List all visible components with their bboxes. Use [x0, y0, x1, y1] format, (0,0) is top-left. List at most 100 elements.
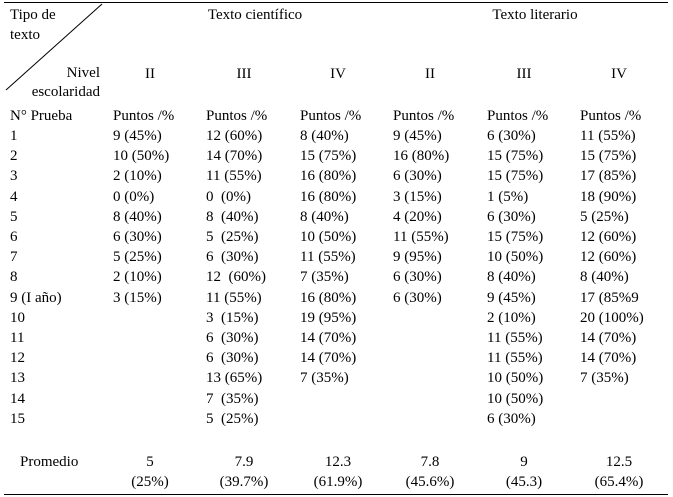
corner-top-label: Tipo de texto	[10, 7, 56, 43]
score-cell: 5 (25%)	[580, 208, 629, 225]
prueba-number-cell: 2	[10, 148, 18, 165]
score-cell: 8 (40%)	[113, 208, 162, 225]
score-cell: 5 (25%)	[206, 229, 259, 245]
score-cell: 12 (60%)	[580, 249, 637, 266]
score-cell: 16 (80%)	[300, 168, 357, 185]
promedio-value: 7.8	[420, 454, 440, 470]
score-cell: 7 (35%)	[206, 390, 259, 407]
score-cell: 8 (40%)	[580, 269, 629, 286]
score-cell: 5 (25%)	[206, 410, 259, 427]
score-cell: 11 (55%)	[206, 168, 262, 185]
level-header: II	[145, 66, 155, 82]
corner-diagonal-line	[5, 3, 103, 91]
score-cell: 10 (50%)	[487, 390, 544, 407]
promedio-percent: (39.7%)	[219, 474, 269, 490]
promedio-percent: (65.4%)	[594, 474, 644, 490]
level-header: IV	[330, 66, 346, 82]
promedio-percent: (45.6%)	[405, 474, 455, 490]
score-cell: 16 (80%)	[300, 188, 357, 205]
promedio-value: 7.9	[234, 454, 254, 470]
score-cell: 8 (40%)	[300, 128, 349, 144]
score-cell: 6 (30%)	[487, 128, 536, 144]
score-cell: 15 (75%)	[487, 168, 544, 185]
table-top-rule	[4, 2, 668, 3]
promedio-percent: (61.9%)	[313, 474, 363, 490]
prueba-number-cell: 8	[10, 269, 18, 286]
score-cell: 0 (0%)	[206, 188, 251, 205]
score-cell: 14 (70%)	[300, 330, 357, 346]
score-cell: 15 (75%)	[487, 148, 544, 165]
prueba-number-cell: 11	[10, 330, 25, 346]
promedio-percent: (25%)	[131, 474, 169, 490]
score-cell: 8 (40%)	[300, 208, 349, 225]
score-cell: 4 (20%)	[393, 208, 442, 225]
score-cell: 2 (10%)	[487, 309, 536, 326]
prueba-number-cell: 7	[10, 249, 18, 266]
score-cell: 9 (45%)	[113, 128, 162, 144]
score-cell: 10 (50%)	[487, 249, 544, 266]
prueba-number-cell: 15	[10, 410, 25, 427]
score-cell: 9 (95%)	[393, 249, 442, 266]
promedio-value: 12.3	[324, 454, 352, 470]
score-cell: 11 (55%)	[393, 229, 449, 245]
score-cell: 9 (45%)	[393, 128, 442, 144]
puntos-column-header: Puntos /%	[580, 108, 642, 124]
score-cell: 17 (85%9	[580, 289, 639, 306]
puntos-column-header: Puntos /%	[206, 108, 268, 124]
table-bottom-rule	[4, 494, 668, 495]
score-cell: 7 (35%)	[300, 269, 349, 286]
score-cell: 6 (30%)	[487, 208, 536, 225]
score-cell: 14 (70%)	[206, 148, 263, 165]
score-cell: 6 (30%)	[206, 330, 259, 346]
prueba-number-cell: 14	[10, 390, 25, 407]
prueba-column-header: N° Prueba	[10, 108, 73, 124]
score-cell: 11 (55%)	[300, 249, 356, 266]
group-header-literario: Texto literario	[492, 7, 578, 23]
score-cell: 7 (35%)	[300, 370, 349, 387]
score-cell: 2 (10%)	[113, 269, 162, 286]
prueba-number-cell: 1	[10, 128, 18, 144]
level-header: II	[425, 66, 435, 82]
prueba-number-cell: 12	[10, 350, 25, 367]
level-header: III	[236, 66, 252, 82]
score-cell: 6 (30%)	[393, 269, 442, 286]
score-cell: 0 (0%)	[113, 188, 155, 205]
prueba-number-cell: 4	[10, 188, 18, 205]
score-cell: 15 (75%)	[580, 148, 637, 165]
prueba-number-cell: 5	[10, 208, 18, 225]
score-cell: 11 (55%)	[206, 289, 262, 306]
score-cell: 12 (60%)	[580, 229, 637, 245]
score-cell: 3 (15%)	[113, 289, 162, 306]
score-cell: 5 (25%)	[113, 249, 162, 266]
score-cell: 14 (70%)	[300, 350, 357, 367]
prueba-number-cell: 6	[10, 229, 18, 245]
promedio-value: 9	[520, 454, 528, 470]
score-cell: 6 (30%)	[113, 229, 162, 245]
prueba-number-cell: 3	[10, 168, 18, 185]
score-cell: 16 (80%)	[300, 289, 357, 306]
score-cell: 13 (65%)	[206, 370, 263, 387]
score-cell: 3 (15%)	[206, 309, 259, 326]
promedio-percent: (45.3)	[505, 474, 543, 490]
score-cell: 10 (50%)	[487, 370, 544, 387]
score-cell: 15 (75%)	[300, 148, 357, 165]
score-cell: 15 (75%)	[487, 229, 544, 245]
score-cell: 6 (30%)	[487, 410, 536, 427]
score-cell: 11 (55%)	[487, 330, 543, 346]
prueba-number-cell: 9 (I año)	[10, 289, 62, 306]
score-cell: 11 (55%)	[580, 128, 636, 144]
score-cell: 10 (50%)	[300, 229, 357, 245]
score-cell: 14 (70%)	[580, 330, 637, 346]
score-cell: 3 (15%)	[393, 188, 442, 205]
promedio-value: 5	[146, 454, 154, 470]
prueba-number-cell: 13	[10, 370, 25, 387]
score-cell: 10 (50%)	[113, 148, 170, 165]
puntos-column-header: Puntos /%	[113, 108, 175, 124]
score-cell: 12 (60%)	[206, 269, 266, 286]
level-header: IV	[611, 66, 627, 82]
score-cell: 12 (60%)	[206, 128, 263, 144]
promedio-value: 12.5	[605, 454, 633, 470]
puntos-column-header: Puntos /%	[300, 108, 362, 124]
puntos-column-header: Puntos /%	[487, 108, 549, 124]
group-header-cientifico: Texto científico	[207, 7, 303, 23]
